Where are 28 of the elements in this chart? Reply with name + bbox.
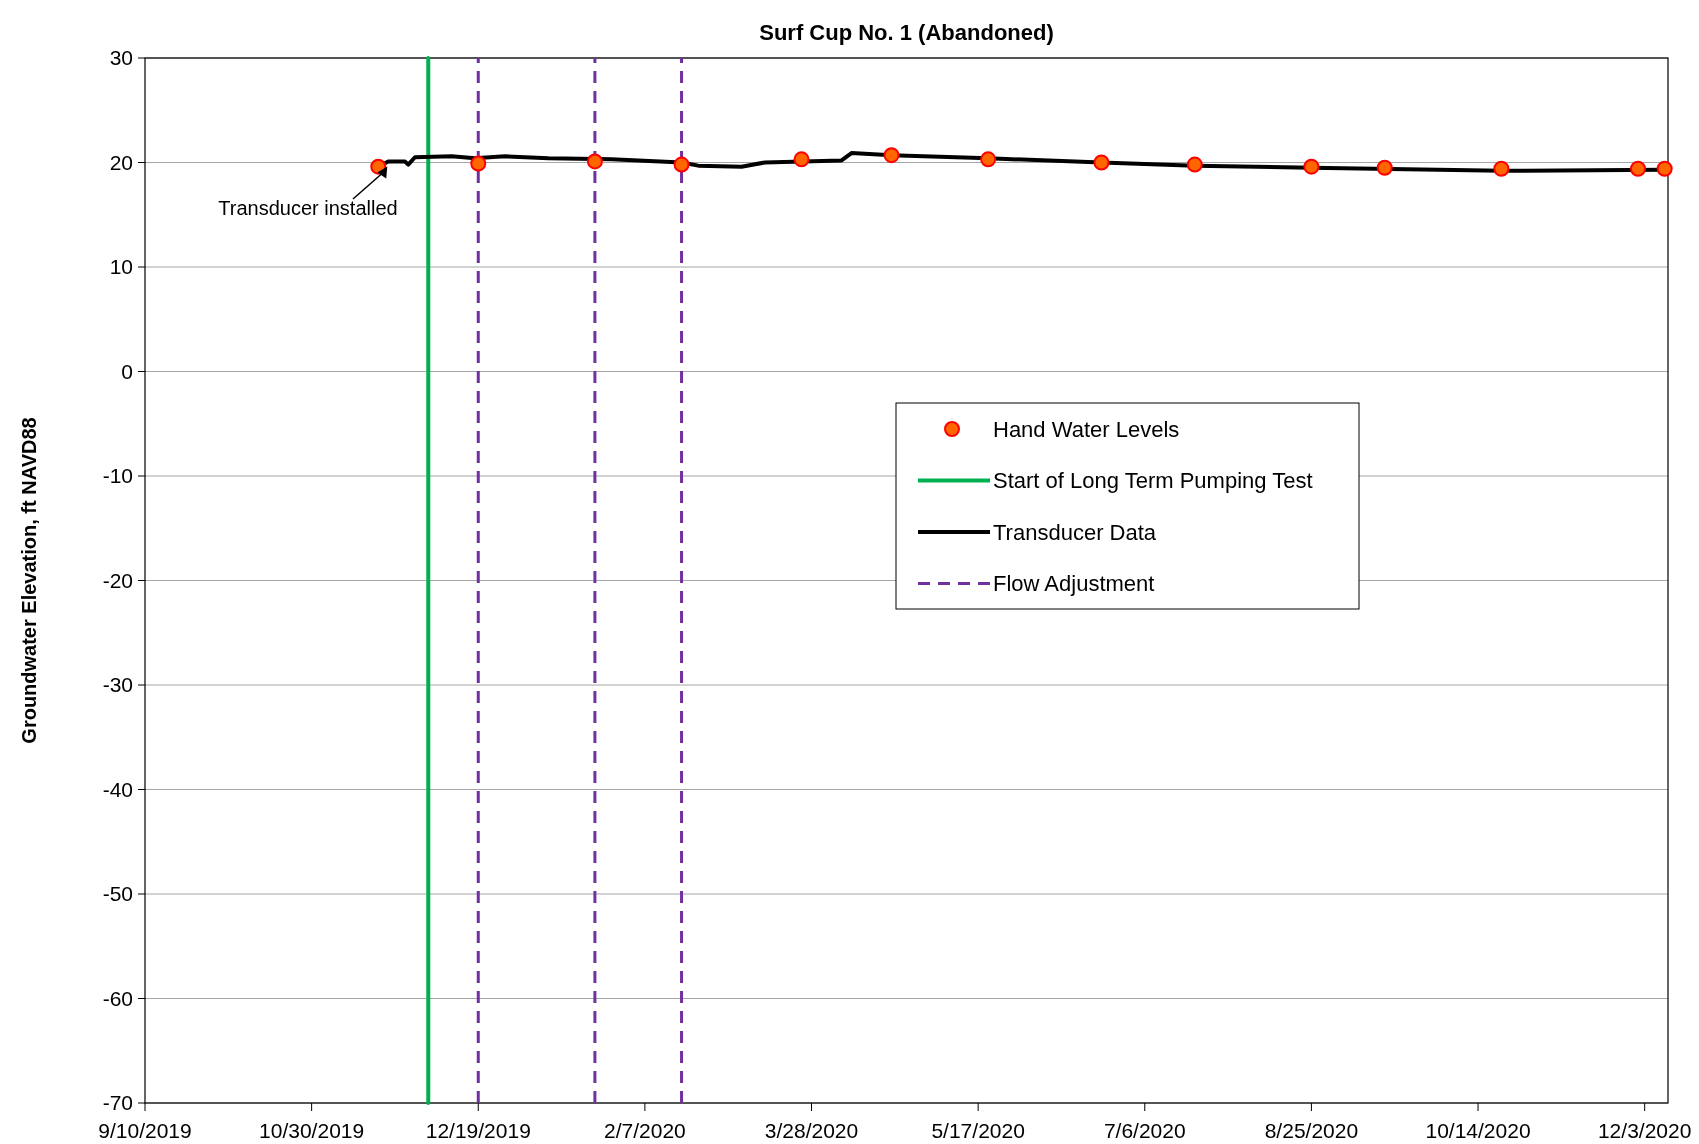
legend-label: Flow Adjustment	[993, 571, 1155, 597]
y-tick-label: -30	[102, 673, 133, 697]
y-tick-label: -40	[102, 777, 133, 801]
legend-label: Start of Long Term Pumping Test	[993, 468, 1313, 494]
y-tick-label: -70	[102, 1091, 133, 1115]
y-tick-label: 20	[109, 150, 133, 174]
y-tick-label: 10	[109, 255, 133, 279]
y-tick-label: -50	[102, 882, 133, 906]
chart-title: Surf Cup No. 1 (Abandoned)	[759, 20, 1054, 45]
y-axis-title: Groundwater Elevation, ft NAVD88	[18, 417, 40, 744]
x-tick-label: 5/17/2020	[931, 1119, 1025, 1142]
y-tick-label: -20	[102, 568, 133, 592]
x-tick-label: 10/14/2020	[1425, 1119, 1531, 1142]
legend-label: Hand Water Levels	[993, 416, 1180, 442]
x-tick-label: 12/3/2020	[1597, 1119, 1692, 1142]
y-tick-label: 0	[121, 359, 133, 383]
x-tick-label: 9/10/2019	[98, 1119, 192, 1142]
x-tick-label: 7/6/2020	[1103, 1119, 1186, 1142]
x-tick-label: 2/7/2020	[604, 1119, 686, 1142]
y-tick-label: -10	[102, 464, 133, 488]
x-tick-label: 12/19/2019	[425, 1119, 531, 1142]
legend-label: Transducer Data	[993, 519, 1157, 545]
x-tick-label: 10/30/2019	[259, 1119, 365, 1142]
x-tick-label: 3/28/2020	[764, 1119, 859, 1142]
x-tick-label: 8/25/2020	[1264, 1119, 1359, 1142]
y-tick-label: 30	[109, 46, 133, 70]
y-tick-label: -60	[102, 986, 133, 1010]
annotation: Transducer installed	[218, 197, 398, 219]
